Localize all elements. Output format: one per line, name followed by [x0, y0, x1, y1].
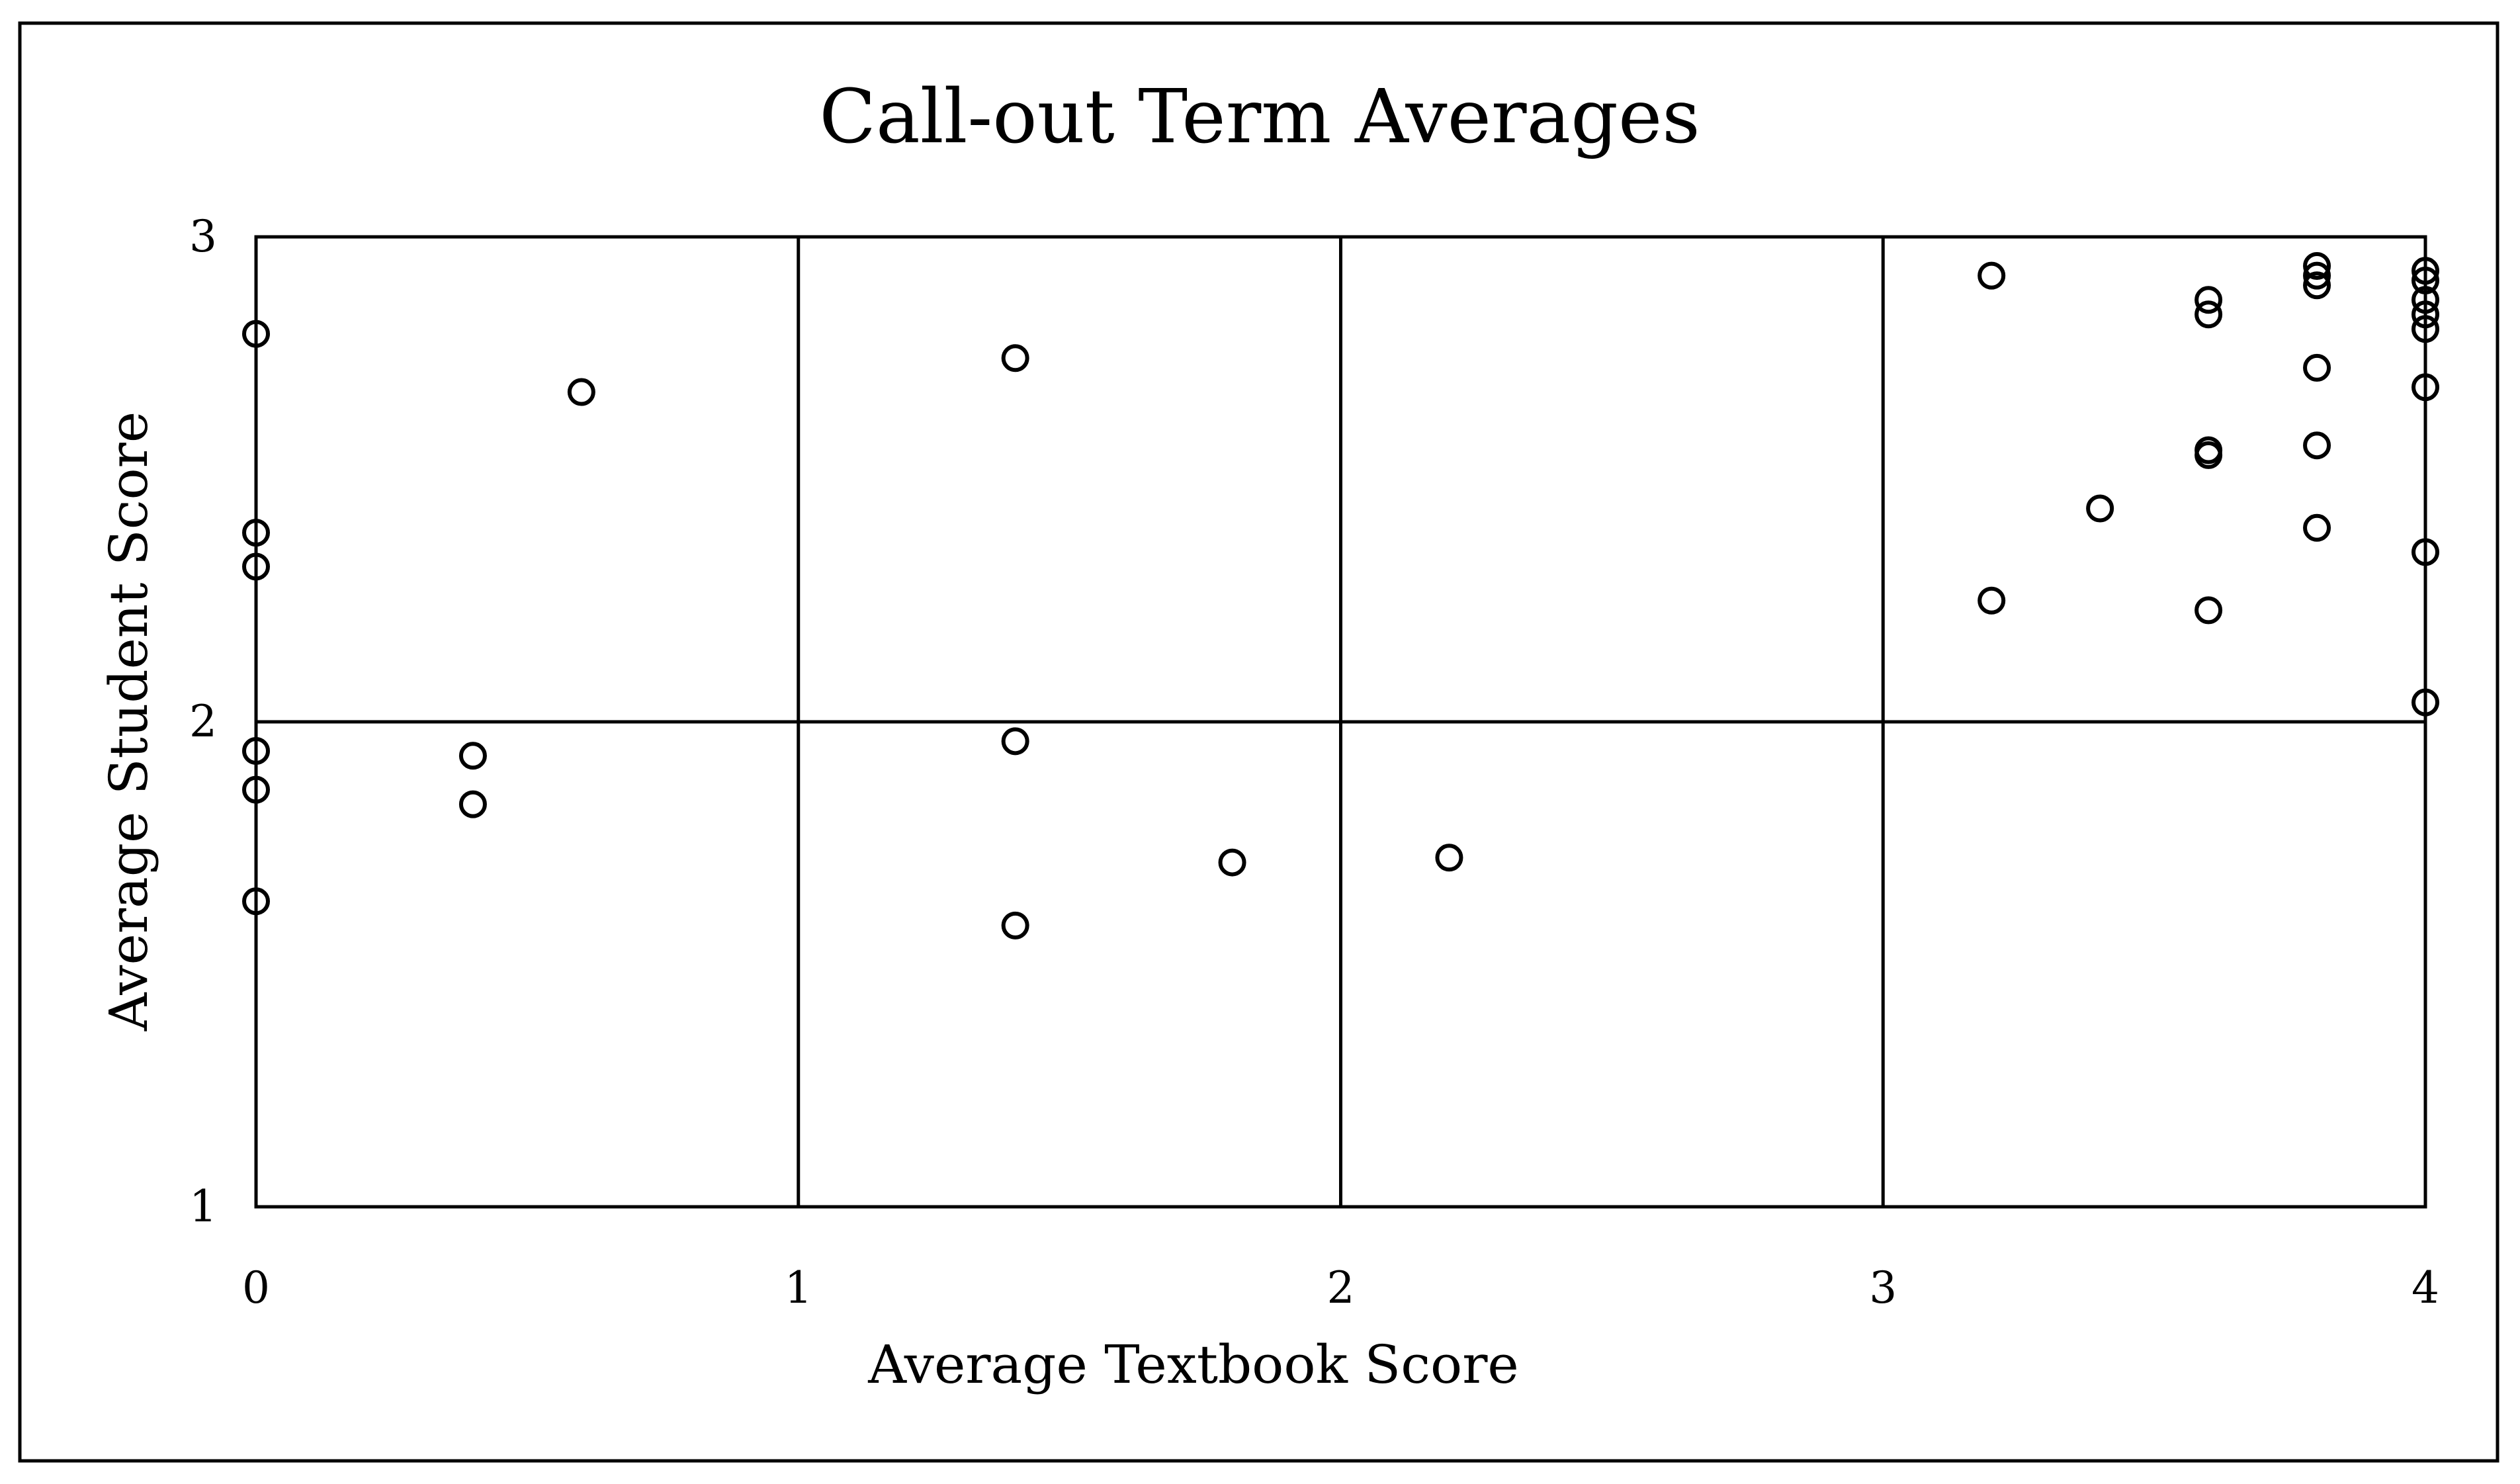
scatter-point — [2411, 257, 2439, 285]
scatter-point — [458, 790, 487, 818]
scatter-point — [242, 775, 270, 804]
scatter-point — [2411, 538, 2439, 566]
scatter-point — [2303, 353, 2331, 382]
y-axis-title: Average Student Score — [98, 412, 159, 1031]
scatter-point — [2194, 300, 2223, 329]
grid-lines — [256, 237, 2425, 1207]
scatter-point — [2411, 688, 2439, 717]
plot-area-border — [254, 235, 2427, 1209]
x-tick-label: 1 — [785, 1262, 812, 1313]
plot-area-frame — [254, 235, 2427, 1209]
scatter-point — [458, 742, 487, 770]
x-tick-label: 3 — [1869, 1262, 1897, 1313]
y-tick-label: 3 — [189, 211, 217, 262]
scatter-point — [2303, 431, 2331, 460]
scatter-point — [2411, 266, 2439, 294]
y-tick-label: 2 — [189, 696, 217, 747]
scatter-point — [2303, 271, 2331, 300]
scatter-point — [1977, 586, 2006, 615]
scatter-point — [567, 378, 595, 406]
chart-title: Call-out Term Averages — [819, 74, 1700, 160]
scatter-point — [242, 736, 270, 765]
scatter-point — [1977, 261, 2006, 290]
x-axis-title: Average Textbook Score — [867, 1334, 1519, 1395]
scatter-point — [1001, 344, 1029, 372]
scatter-point — [2411, 373, 2439, 402]
scatter-point — [242, 552, 270, 581]
outer-border — [18, 21, 2499, 1463]
scatter-point — [2194, 596, 2223, 625]
scatter-point — [2303, 251, 2331, 280]
scatter-point — [2411, 300, 2439, 329]
scatter-point — [2303, 261, 2331, 290]
scatter-point — [2303, 513, 2331, 542]
scatter-point — [2194, 286, 2223, 314]
scatter-point — [2411, 315, 2439, 343]
y-tick-label: 1 — [189, 1181, 217, 1232]
scatter-point — [1218, 848, 1246, 877]
y-axis-tick-labels: 1 2 3 — [189, 211, 217, 1232]
scatter-point — [1001, 727, 1029, 756]
scatter-point — [242, 320, 270, 348]
x-axis-tick-labels: 0 1 2 3 4 — [242, 1262, 2439, 1313]
scatter-point — [2194, 441, 2223, 469]
scatter-point — [242, 519, 270, 547]
scatter-point — [2411, 286, 2439, 314]
scatter-point — [2086, 494, 2114, 523]
scatter-point — [242, 887, 270, 916]
scatter-point — [1435, 844, 1463, 872]
scatter-points — [242, 251, 2439, 939]
x-tick-label: 2 — [1327, 1262, 1355, 1313]
x-tick-label: 4 — [2411, 1262, 2439, 1313]
x-tick-label: 0 — [242, 1262, 270, 1313]
scatter-point — [1001, 911, 1029, 939]
